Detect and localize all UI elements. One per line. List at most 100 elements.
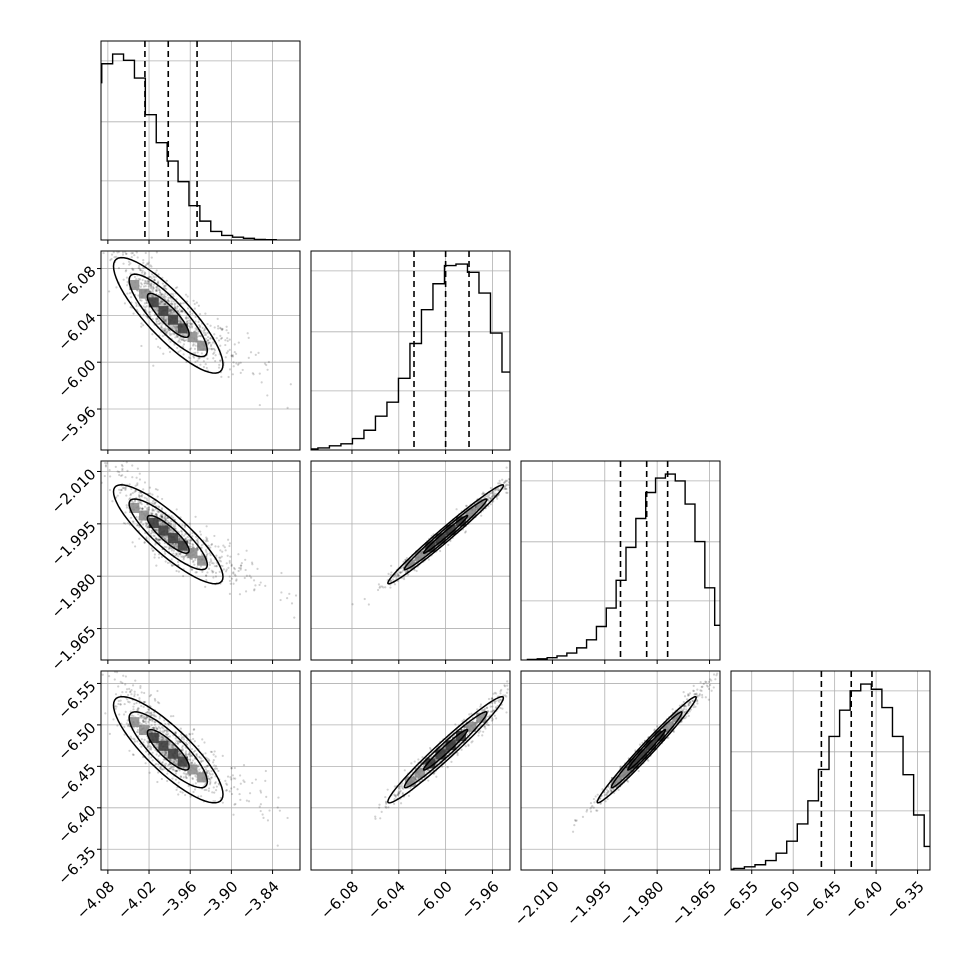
scatter-point <box>200 553 203 556</box>
scatter-point <box>165 751 168 754</box>
scatter-point <box>125 688 129 691</box>
scatter-point <box>155 753 158 756</box>
scatter-point <box>182 337 185 340</box>
scatter-point <box>156 701 160 704</box>
scatter-point <box>158 289 161 292</box>
scatter-point <box>157 763 160 766</box>
scatter-point <box>137 731 140 734</box>
scatter-point <box>166 561 170 564</box>
scatter-point <box>196 359 199 362</box>
scatter-point <box>163 303 167 306</box>
scatter-point <box>191 732 194 736</box>
scatter-point <box>227 566 230 569</box>
scatter-point <box>192 728 195 731</box>
scatter-point <box>221 328 224 331</box>
scatter-point <box>140 715 143 718</box>
scatter-point <box>161 739 164 742</box>
density-cell <box>197 772 208 783</box>
scatter-point <box>133 254 136 257</box>
scatter-point <box>163 753 167 757</box>
scatter-point <box>224 779 227 782</box>
scatter-point <box>237 362 240 365</box>
scatter-point <box>224 356 227 359</box>
scatter-point <box>76 144 78 146</box>
scatter-point <box>245 549 248 552</box>
scatter-point <box>163 763 166 766</box>
scatter-point <box>533 663 535 665</box>
scatter-point <box>385 802 388 805</box>
scatter-point <box>160 513 163 516</box>
scatter-point <box>399 789 402 792</box>
scatter-point <box>164 330 167 334</box>
scatter-point <box>481 492 484 496</box>
scatter-point <box>130 689 133 692</box>
scatter-point <box>185 338 188 342</box>
scatter-point <box>490 710 494 713</box>
scatter-point <box>154 488 158 491</box>
scatter-point <box>172 544 175 547</box>
scatter-point <box>277 796 280 799</box>
scatter-point <box>187 316 190 320</box>
scatter-point <box>213 565 216 568</box>
scatter-point <box>515 671 517 673</box>
scatter-point <box>414 778 418 781</box>
scatter-point <box>200 546 203 549</box>
scatter-point <box>505 691 509 694</box>
scatter-point <box>497 482 500 485</box>
scatter-point <box>280 571 283 575</box>
scatter-point <box>170 308 174 311</box>
scatter-point <box>174 327 177 330</box>
scatter-point <box>701 696 704 699</box>
scatter-point <box>206 764 209 767</box>
scatter-point <box>184 752 187 755</box>
scatter-point <box>171 765 174 769</box>
scatter-point <box>115 218 117 220</box>
scatter-point <box>129 516 133 519</box>
scatter-point <box>363 597 366 601</box>
scatter-point <box>233 803 236 806</box>
scatter-point <box>398 790 402 793</box>
scatter-point <box>157 345 160 348</box>
scatter-point <box>156 538 159 541</box>
scatter-point <box>163 750 166 753</box>
scatter-point <box>176 560 180 564</box>
scatter-point <box>525 692 527 694</box>
scatter-point <box>143 279 147 283</box>
scatter-point <box>98 461 100 463</box>
scatter-point <box>172 325 175 328</box>
scatter-point <box>163 319 167 322</box>
scatter-point <box>694 705 697 708</box>
scatter-point <box>152 509 156 512</box>
scatter-point <box>166 732 170 735</box>
scatter-point <box>152 726 156 729</box>
scatter-point <box>174 758 177 761</box>
scatter-point <box>178 538 181 541</box>
scatter-point <box>173 761 176 764</box>
scatter-point <box>396 794 399 797</box>
scatter-point <box>170 514 173 518</box>
scatter-point <box>467 743 470 746</box>
scatter-point <box>152 534 155 537</box>
scatter-point <box>195 535 198 538</box>
scatter-point <box>487 496 490 499</box>
scatter-point <box>228 368 232 371</box>
scatter-point <box>228 579 232 582</box>
scatter-point <box>130 714 133 717</box>
scatter-point <box>182 534 186 537</box>
scatter-point <box>165 279 168 282</box>
scatter-point <box>151 290 154 293</box>
scatter-point <box>148 275 151 279</box>
scatter-point <box>206 343 210 346</box>
scatter-point <box>495 692 498 695</box>
scatter-point <box>170 303 174 306</box>
scatter-point <box>146 282 149 285</box>
scatter-point <box>638 743 642 746</box>
scatter-point <box>692 706 695 709</box>
scatter-point <box>527 684 529 686</box>
scatter-point <box>286 406 289 410</box>
scatter-point <box>165 729 168 732</box>
scatter-point <box>134 499 137 502</box>
scatter-point <box>176 305 179 308</box>
scatter-point <box>175 759 178 763</box>
scatter-point <box>626 780 630 783</box>
